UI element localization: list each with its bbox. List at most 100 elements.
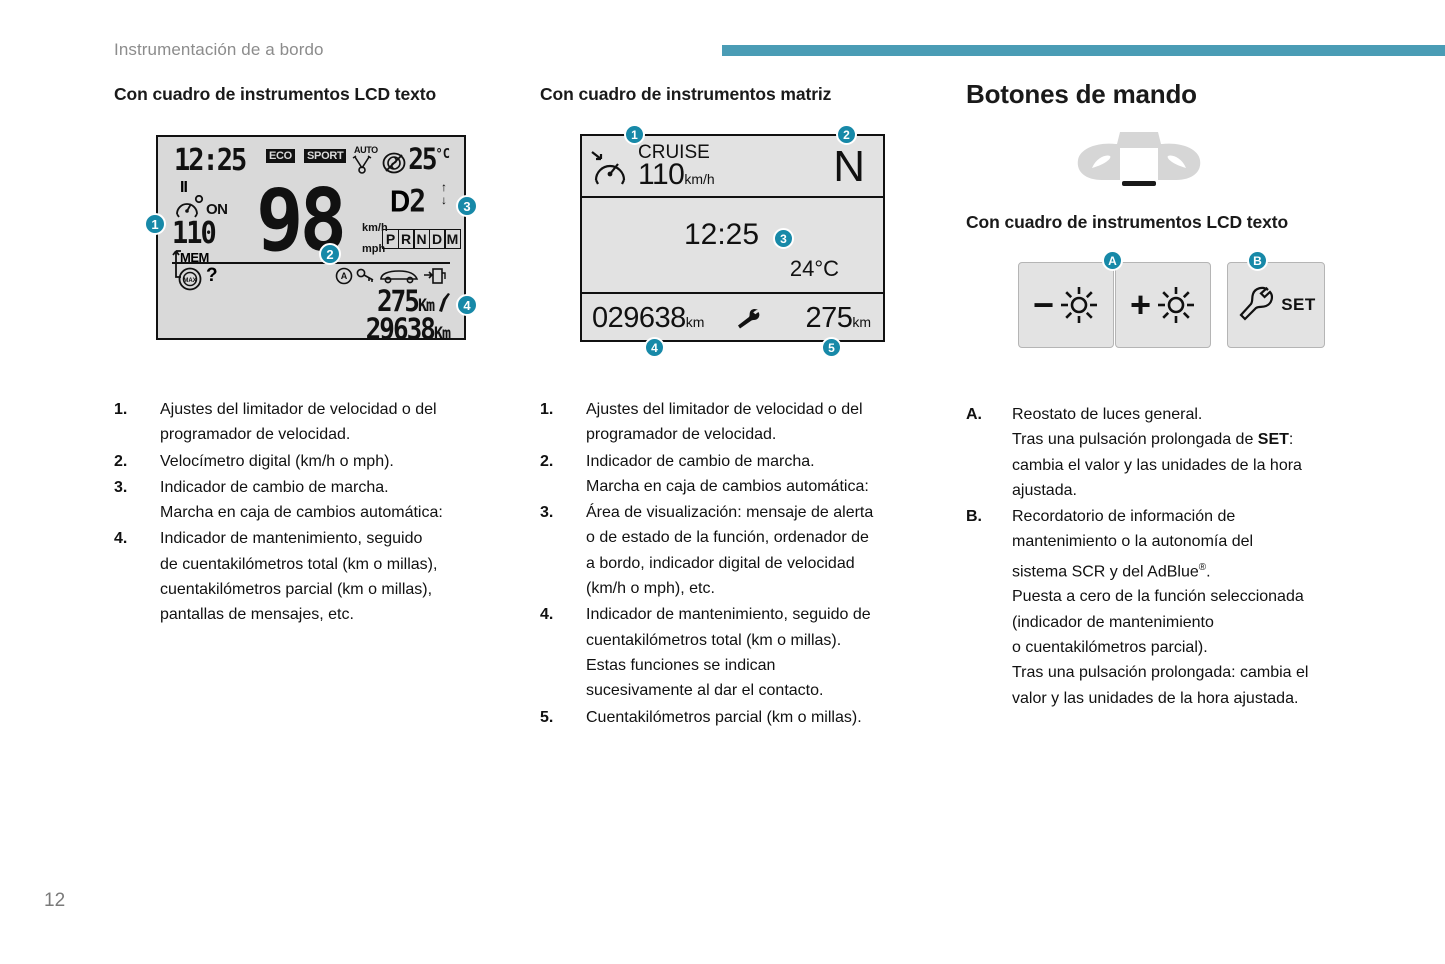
callout-a: A	[1102, 250, 1123, 271]
minus-label: −	[1032, 284, 1055, 325]
list-item-text: Indicador de mantenimiento, seguido de cu…	[586, 606, 871, 700]
matrix-figure: CRUISE 110km/h N 12:25 24°C 029638km 275…	[580, 124, 885, 358]
wrench-icon	[1239, 286, 1274, 321]
auto-label: AUTO	[354, 145, 378, 155]
matrix-bottom-row: 029638km 275km	[582, 294, 883, 340]
list-lcd-text: 1. Ajustes del limitador de velocidad o …	[114, 397, 514, 628]
gear-indicator: D2	[390, 183, 426, 220]
column-buttons: Botones de mando Con cuadro de instrumen…	[966, 79, 1366, 712]
brightness-icon	[1061, 287, 1098, 323]
list-item-text: Cuentakilómetros parcial (km o millas).	[586, 708, 862, 726]
callout-1: 1	[144, 213, 166, 235]
list-item-text: Velocímetro digital (km/h o mph).	[160, 452, 394, 470]
wiper-icon	[352, 155, 372, 174]
page-title: Botones de mando	[966, 79, 1197, 109]
callout-1: 1	[624, 124, 645, 145]
list-item: 1. Ajustes del limitador de velocidad o …	[114, 397, 514, 448]
callout-2: 2	[836, 124, 857, 145]
wrench-icon	[738, 308, 760, 329]
list-item-number: 4.	[114, 530, 128, 548]
list-item: A. Reostato de luces general. Tras una pu…	[966, 402, 1366, 503]
list-item-number: 3.	[540, 504, 554, 522]
sport-badge: SPORT	[304, 149, 347, 163]
callout-b: B	[1247, 250, 1268, 271]
eco-badge: ECO	[266, 149, 295, 163]
callout-5: 5	[821, 337, 842, 358]
svg-text:A: A	[341, 271, 348, 281]
list-item: 2. Indicador de cambio de marcha. Marcha …	[540, 449, 940, 500]
list-item: 2. Velocímetro digital (km/h o mph).	[114, 449, 514, 474]
list-item-text: Recordatorio de información de mantenimie…	[1012, 508, 1309, 707]
unit-mph: mph	[362, 243, 386, 255]
speed-limiter-icon	[176, 195, 204, 218]
matrix-trip: 275km	[805, 302, 871, 334]
control-buttons: − +	[1018, 250, 1325, 348]
memory-bracket-icon	[172, 250, 181, 278]
prndm-m: M	[444, 229, 461, 249]
matrix-clock: 12:25	[683, 218, 760, 251]
stop-start-icon: A	[335, 267, 353, 285]
trip-distance: 275Km	[376, 285, 435, 319]
list-item: 5. Cuentakilómetros parcial (km o millas…	[540, 705, 940, 730]
list-item-text: Indicador de mantenimiento, seguido de cu…	[160, 530, 438, 624]
fan-icon	[382, 152, 406, 174]
list-item-number: 3.	[114, 478, 128, 496]
set-button[interactable]: SET	[1227, 262, 1325, 348]
list-item-text: Ajustes del limitador de velocidad o del…	[586, 401, 863, 444]
callout-3: 3	[773, 228, 794, 249]
list-item-letter: B.	[966, 508, 982, 526]
callout-3: 3	[456, 195, 478, 217]
list-item-text: Ajustes del limitador de velocidad o del…	[160, 401, 437, 444]
prndm-d: D	[428, 229, 446, 249]
callout-4: 4	[456, 294, 478, 316]
list-item-letter: A.	[966, 406, 982, 423]
brightness-icon	[1158, 287, 1195, 323]
list-item-number: 1.	[114, 401, 128, 418]
running-head: Instrumentación de a bordo	[114, 40, 324, 59]
list-item-number: 2.	[114, 452, 128, 470]
lcd-text-screen: 12:25 ECO SPORT AUTO 25°C	[156, 135, 466, 347]
callout-2: 2	[319, 243, 341, 265]
limiter-state: ON	[206, 201, 228, 218]
lcd-temperature: 25°C	[408, 143, 450, 177]
lcd-divider	[172, 262, 450, 264]
matrix-odometer: 029638km	[592, 302, 705, 334]
matrix-info-area: 12:25 24°C	[582, 198, 883, 294]
prndm-p: P	[382, 229, 399, 249]
max-tyre-icon: MAX	[178, 267, 202, 291]
lcd-clock: 12:25	[174, 143, 247, 178]
prndm-r: R	[397, 229, 415, 249]
column-matrix: Con cuadro de instrumentos matriz CRUISE…	[540, 84, 940, 731]
key-icon	[356, 268, 374, 282]
list-item: 3. Área de visualización: mensaje de ale…	[540, 500, 940, 601]
list-item: 3. Indicador de cambio de marcha. Marcha …	[114, 475, 514, 526]
matrix-screen: CRUISE 110km/h N 12:25 24°C 029638km 275…	[580, 134, 885, 342]
mem-label: MEM	[180, 250, 209, 265]
plus-label: +	[1129, 284, 1152, 325]
svg-text:MAX: MAX	[183, 278, 196, 284]
header-rule	[722, 45, 1445, 56]
heading-lcd-text-buttons: Con cuadro de instrumentos LCD texto	[966, 212, 1289, 232]
list-item: 4. Indicador de mantenimiento, seguido d…	[540, 602, 940, 703]
list-buttons: A. Reostato de luces general. Tras una pu…	[966, 402, 1366, 711]
list-item-number: 5.	[540, 708, 554, 726]
heading-matrix: Con cuadro de instrumentos matriz	[540, 84, 832, 104]
prndm-row: P R N D M	[382, 229, 461, 249]
brightness-down-button[interactable]: −	[1018, 262, 1114, 348]
page-number: 12	[44, 890, 66, 911]
question-indicator: ?	[206, 265, 218, 286]
list-item: 4. Indicador de mantenimiento, seguido de…	[114, 526, 514, 627]
pause-indicator: II	[180, 179, 188, 196]
wrench-icon	[439, 293, 450, 312]
car-icon	[380, 270, 419, 284]
list-item-text: Reostato de luces general. Tras una pulsa…	[1012, 406, 1302, 499]
list-item-text: Indicador de cambio de marcha. Marcha en …	[586, 452, 869, 495]
odometer-total: 29638Km	[365, 313, 451, 347]
brightness-up-button[interactable]: +	[1115, 262, 1211, 348]
callout-4: 4	[644, 337, 665, 358]
service-icon-row: A	[335, 267, 446, 285]
list-item-number: 4.	[540, 606, 554, 624]
prndm-n: N	[413, 229, 430, 249]
matrix-top-row: CRUISE 110km/h N	[582, 136, 883, 198]
list-matrix: 1. Ajustes del limitador de velocidad o …	[540, 397, 940, 730]
